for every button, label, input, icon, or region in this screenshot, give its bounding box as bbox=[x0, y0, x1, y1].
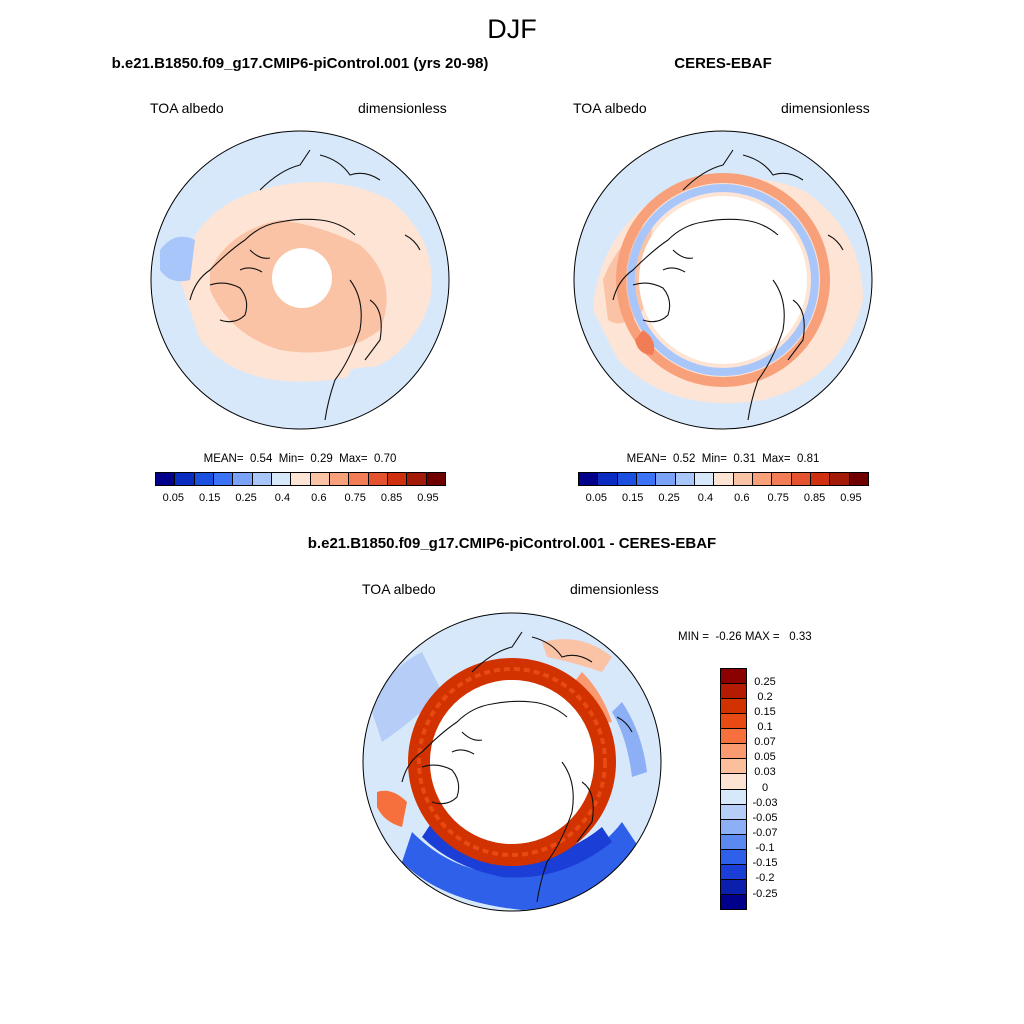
colorbar-tick-label: 0.25 bbox=[235, 492, 257, 504]
diff-polar-map bbox=[362, 612, 662, 912]
obs-panel-title: CERES-EBAF bbox=[674, 55, 772, 72]
colorbar-swatch bbox=[772, 473, 792, 485]
colorbar-tick-label: 0.2 bbox=[757, 691, 773, 703]
colorbar-swatch bbox=[368, 473, 388, 485]
colorbar-swatch bbox=[849, 473, 868, 485]
model-polar-map bbox=[150, 130, 450, 430]
colorbar-tick-label: 0.4 bbox=[697, 492, 714, 504]
colorbar-swatch bbox=[598, 473, 618, 485]
colorbar-tick-label: 0.25 bbox=[754, 676, 776, 688]
diff-stats: MIN = -0.26 MAX = 0.33 bbox=[678, 631, 812, 643]
colorbar-swatch bbox=[721, 774, 746, 790]
colorbar-swatch bbox=[675, 473, 695, 485]
obs-colorbar bbox=[578, 472, 869, 486]
colorbar-swatch bbox=[156, 473, 176, 485]
colorbar-tick-label: -0.15 bbox=[752, 857, 778, 869]
colorbar-swatch bbox=[791, 473, 811, 485]
colorbar-tick-label: 0.95 bbox=[840, 492, 862, 504]
colorbar-swatch bbox=[233, 473, 253, 485]
diff-colorbar bbox=[720, 668, 747, 910]
colorbar-tick-label: 0.05 bbox=[162, 492, 185, 504]
colorbar-tick-label: 0.05 bbox=[585, 492, 608, 504]
colorbar-tick-label: -0.07 bbox=[752, 827, 778, 839]
colorbar-tick-label: 0.03 bbox=[754, 766, 776, 778]
colorbar-swatch bbox=[175, 473, 195, 485]
colorbar-swatch bbox=[271, 473, 292, 485]
colorbar-swatch bbox=[407, 473, 427, 485]
colorbar-swatch bbox=[721, 849, 746, 865]
colorbar-tick-label: 0.05 bbox=[754, 751, 776, 763]
model-colorbar-ticks: 0.05 0.15 0.25 0.4 0.6 0.75 0.85 0.95 bbox=[155, 492, 446, 508]
colorbar-tick-label: 0.25 bbox=[658, 492, 680, 504]
colorbar-swatch bbox=[721, 684, 746, 700]
colorbar-tick-label: 0.15 bbox=[198, 492, 221, 504]
colorbar-swatch bbox=[213, 473, 234, 485]
diff-panel-title: b.e21.B1850.f09_g17.CMIP6-piControl.001 … bbox=[307, 535, 717, 552]
colorbar-swatch bbox=[579, 473, 599, 485]
colorbar-tick-label: 0.4 bbox=[274, 492, 291, 504]
colorbar-tick-label: -0.25 bbox=[752, 888, 778, 900]
obs-units-label: dimensionless bbox=[781, 100, 870, 116]
colorbar-swatch bbox=[721, 759, 746, 775]
colorbar-tick-label: -0.03 bbox=[752, 797, 778, 809]
colorbar-tick-label: 0.15 bbox=[621, 492, 644, 504]
colorbar-tick-label: 0.6 bbox=[311, 492, 327, 504]
figure-title: DJF bbox=[487, 14, 537, 44]
colorbar-tick-label: 0.95 bbox=[417, 492, 439, 504]
colorbar-swatch bbox=[721, 819, 746, 835]
diff-variable-label: TOA albedo bbox=[362, 581, 436, 597]
colorbar-swatch bbox=[617, 473, 637, 485]
colorbar-tick-label: 0.75 bbox=[344, 492, 366, 504]
colorbar-swatch bbox=[291, 473, 311, 485]
colorbar-swatch bbox=[252, 473, 272, 485]
model-variable-label: TOA albedo bbox=[150, 100, 224, 116]
colorbar-tick-label: -0.05 bbox=[752, 812, 778, 824]
colorbar-tick-label: 0.07 bbox=[754, 736, 776, 748]
colorbar-swatch bbox=[733, 473, 753, 485]
model-units-label: dimensionless bbox=[358, 100, 447, 116]
colorbar-tick-label: 0.6 bbox=[734, 492, 750, 504]
obs-colorbar-ticks: 0.05 0.15 0.25 0.4 0.6 0.75 0.85 0.95 bbox=[578, 492, 869, 508]
colorbar-tick-label: 0.85 bbox=[803, 492, 826, 504]
model-stats: MEAN= 0.54 Min= 0.29 Max= 0.70 bbox=[203, 453, 397, 465]
colorbar-swatch bbox=[721, 699, 746, 715]
colorbar-swatch bbox=[721, 669, 746, 685]
model-colorbar bbox=[155, 472, 446, 486]
colorbar-tick-label: 0.75 bbox=[767, 492, 789, 504]
colorbar-swatch bbox=[721, 729, 746, 745]
obs-variable-label: TOA albedo bbox=[573, 100, 647, 116]
colorbar-tick-label: -0.1 bbox=[755, 842, 775, 854]
obs-polar-map bbox=[573, 130, 873, 430]
colorbar-swatch bbox=[329, 473, 350, 485]
colorbar-swatch bbox=[830, 473, 850, 485]
colorbar-swatch bbox=[721, 789, 746, 805]
diff-units-label: dimensionless bbox=[570, 581, 659, 597]
obs-stats: MEAN= 0.52 Min= 0.31 Max= 0.81 bbox=[626, 453, 820, 465]
colorbar-swatch bbox=[194, 473, 214, 485]
colorbar-swatch bbox=[387, 473, 408, 485]
colorbar-swatch bbox=[752, 473, 773, 485]
colorbar-swatch bbox=[721, 804, 746, 820]
colorbar-tick-label: 0.15 bbox=[754, 706, 776, 718]
colorbar-swatch bbox=[714, 473, 734, 485]
colorbar-swatch bbox=[636, 473, 657, 485]
colorbar-swatch bbox=[310, 473, 330, 485]
colorbar-swatch bbox=[721, 894, 746, 909]
colorbar-tick-label: 0.1 bbox=[757, 721, 773, 733]
colorbar-tick-label: 0 bbox=[761, 782, 769, 794]
colorbar-swatch bbox=[721, 864, 746, 880]
colorbar-swatch bbox=[810, 473, 831, 485]
colorbar-swatch bbox=[349, 473, 369, 485]
colorbar-tick-label: 0.85 bbox=[380, 492, 403, 504]
colorbar-swatch bbox=[721, 714, 746, 730]
colorbar-swatch bbox=[721, 834, 746, 850]
colorbar-swatch bbox=[721, 879, 746, 895]
diff-colorbar-ticks: 0.25 0.2 0.15 0.1 0.07 0.05 0.03 0 -0.03… bbox=[735, 668, 795, 910]
colorbar-swatch bbox=[426, 473, 445, 485]
colorbar-swatch bbox=[694, 473, 715, 485]
colorbar-tick-label: -0.2 bbox=[755, 872, 775, 884]
colorbar-swatch bbox=[656, 473, 676, 485]
colorbar-swatch bbox=[721, 744, 746, 760]
model-panel-title: b.e21.B1850.f09_g17.CMIP6-piControl.001 … bbox=[111, 55, 489, 72]
